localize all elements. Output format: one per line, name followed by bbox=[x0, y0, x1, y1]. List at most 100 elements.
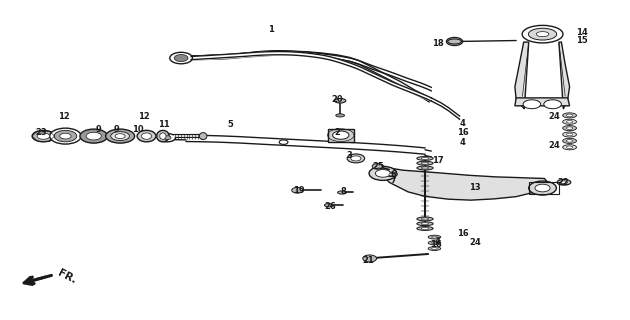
Ellipse shape bbox=[417, 227, 433, 230]
Circle shape bbox=[375, 170, 391, 177]
Text: 19: 19 bbox=[294, 186, 305, 195]
Text: FR.: FR. bbox=[56, 268, 78, 285]
Text: 4: 4 bbox=[460, 138, 466, 147]
Circle shape bbox=[174, 54, 188, 61]
Polygon shape bbox=[515, 98, 570, 106]
Polygon shape bbox=[559, 42, 570, 109]
Text: 2: 2 bbox=[334, 128, 340, 137]
Circle shape bbox=[363, 255, 377, 262]
Text: 13: 13 bbox=[469, 183, 481, 192]
Text: 25: 25 bbox=[372, 162, 384, 171]
Ellipse shape bbox=[336, 114, 345, 117]
Text: 16: 16 bbox=[430, 240, 442, 249]
Ellipse shape bbox=[417, 166, 433, 170]
Ellipse shape bbox=[432, 248, 437, 250]
Text: 1: 1 bbox=[268, 25, 274, 34]
Ellipse shape bbox=[563, 145, 576, 150]
Ellipse shape bbox=[529, 28, 557, 40]
Circle shape bbox=[347, 154, 365, 163]
Ellipse shape bbox=[338, 191, 346, 194]
Ellipse shape bbox=[421, 228, 429, 229]
Text: 16: 16 bbox=[457, 128, 469, 137]
Text: 12: 12 bbox=[58, 113, 69, 122]
Circle shape bbox=[529, 181, 556, 195]
Ellipse shape bbox=[157, 130, 169, 142]
Ellipse shape bbox=[389, 173, 394, 175]
Ellipse shape bbox=[199, 132, 207, 140]
Ellipse shape bbox=[421, 223, 429, 225]
Text: 24: 24 bbox=[548, 113, 559, 122]
Text: 5: 5 bbox=[227, 120, 233, 130]
Circle shape bbox=[523, 100, 541, 109]
Circle shape bbox=[32, 130, 55, 142]
Ellipse shape bbox=[566, 114, 573, 117]
Ellipse shape bbox=[160, 133, 166, 139]
Polygon shape bbox=[375, 166, 547, 200]
Ellipse shape bbox=[421, 157, 429, 159]
Text: 23: 23 bbox=[36, 128, 47, 137]
Text: 22: 22 bbox=[558, 178, 569, 187]
Ellipse shape bbox=[417, 156, 433, 160]
Circle shape bbox=[86, 132, 101, 140]
Circle shape bbox=[80, 129, 108, 143]
Polygon shape bbox=[515, 42, 529, 109]
Text: 3: 3 bbox=[346, 151, 352, 160]
Text: 10: 10 bbox=[132, 125, 144, 134]
Ellipse shape bbox=[566, 133, 573, 136]
Circle shape bbox=[292, 188, 303, 193]
Ellipse shape bbox=[428, 235, 441, 239]
Text: 15: 15 bbox=[576, 36, 588, 45]
Circle shape bbox=[60, 133, 71, 139]
Ellipse shape bbox=[386, 172, 398, 177]
Text: 21: 21 bbox=[362, 256, 374, 265]
Circle shape bbox=[164, 136, 171, 140]
Ellipse shape bbox=[428, 247, 441, 251]
Text: 14: 14 bbox=[576, 28, 588, 37]
Ellipse shape bbox=[522, 25, 563, 43]
Ellipse shape bbox=[566, 121, 573, 123]
Ellipse shape bbox=[428, 241, 441, 245]
Ellipse shape bbox=[432, 242, 437, 244]
Ellipse shape bbox=[448, 39, 461, 44]
Ellipse shape bbox=[335, 99, 346, 103]
Text: 7: 7 bbox=[391, 176, 396, 185]
Text: 4: 4 bbox=[435, 237, 440, 246]
Text: 9: 9 bbox=[114, 125, 120, 134]
Ellipse shape bbox=[563, 132, 576, 137]
Circle shape bbox=[159, 133, 175, 142]
Ellipse shape bbox=[417, 161, 433, 165]
Text: 18: 18 bbox=[432, 39, 444, 48]
Text: 24: 24 bbox=[548, 141, 559, 150]
Text: 8: 8 bbox=[340, 188, 346, 196]
Circle shape bbox=[279, 140, 288, 144]
Ellipse shape bbox=[137, 130, 156, 142]
Ellipse shape bbox=[324, 204, 333, 207]
Circle shape bbox=[535, 184, 550, 192]
Circle shape bbox=[372, 164, 384, 169]
Ellipse shape bbox=[566, 127, 573, 129]
Ellipse shape bbox=[115, 134, 125, 139]
Text: 26: 26 bbox=[325, 202, 336, 211]
Ellipse shape bbox=[421, 162, 429, 164]
Circle shape bbox=[50, 128, 81, 144]
Text: 6: 6 bbox=[391, 170, 396, 179]
Text: 17: 17 bbox=[432, 156, 444, 164]
Ellipse shape bbox=[563, 113, 576, 118]
Text: 9: 9 bbox=[95, 125, 101, 134]
Text: 11: 11 bbox=[158, 120, 170, 130]
Text: 24: 24 bbox=[469, 238, 481, 247]
Ellipse shape bbox=[106, 129, 135, 143]
Ellipse shape bbox=[566, 146, 573, 148]
Ellipse shape bbox=[536, 32, 549, 37]
Bar bbox=[529, 182, 559, 195]
Ellipse shape bbox=[142, 133, 152, 139]
Ellipse shape bbox=[421, 167, 429, 169]
Ellipse shape bbox=[566, 140, 573, 142]
Bar bbox=[328, 129, 354, 141]
Ellipse shape bbox=[432, 236, 437, 238]
Text: 20: 20 bbox=[331, 95, 343, 104]
Ellipse shape bbox=[563, 119, 576, 124]
Ellipse shape bbox=[417, 222, 433, 226]
Ellipse shape bbox=[561, 181, 568, 184]
Circle shape bbox=[333, 131, 349, 139]
